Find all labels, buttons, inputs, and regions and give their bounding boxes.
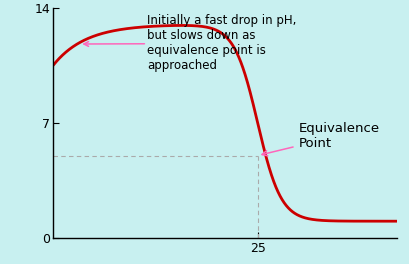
Text: pH: pH — [0, 0, 9, 3]
Text: Equivalence
Point: Equivalence Point — [262, 122, 380, 156]
Text: Initially a fast drop in pH,
but slows down as
equivalence point is
approached: Initially a fast drop in pH, but slows d… — [84, 15, 297, 73]
